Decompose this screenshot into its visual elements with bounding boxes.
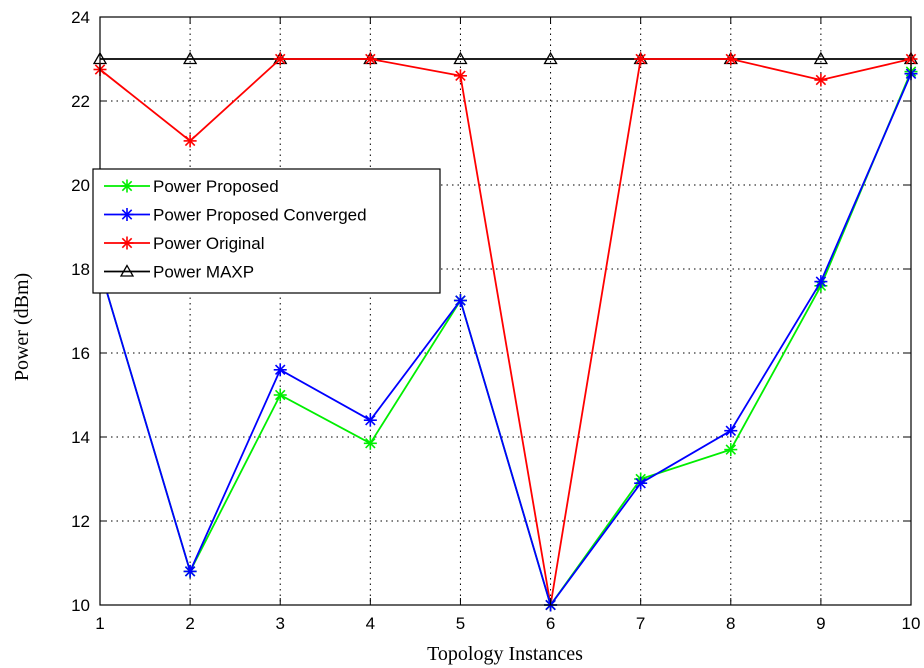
data-point <box>634 476 648 490</box>
x-tick-label: 9 <box>816 614 825 633</box>
legend-marker <box>120 208 134 221</box>
data-point <box>453 69 467 83</box>
y-axis-title: Power (dBm) <box>11 273 33 381</box>
data-point <box>273 52 287 66</box>
legend-marker <box>120 179 134 193</box>
x-tick-label: 8 <box>726 614 735 633</box>
series-line <box>99 58 912 606</box>
x-tick-label: 7 <box>636 614 645 633</box>
data-point <box>363 52 377 66</box>
y-tick-label: 14 <box>71 428 90 447</box>
data-point <box>634 52 648 66</box>
data-point <box>724 443 738 457</box>
x-tick-label: 10 <box>902 614 921 633</box>
series-power-maxp <box>92 51 919 65</box>
legend-item: Power Proposed Converged <box>104 206 367 225</box>
x-tick-label: 5 <box>456 614 465 633</box>
series-power-original <box>93 52 918 612</box>
y-tick-label: 18 <box>71 260 90 279</box>
legend-label: Power MAXP <box>153 263 254 282</box>
data-point <box>453 51 468 65</box>
x-tick-label: 2 <box>185 614 194 633</box>
data-point <box>273 388 287 402</box>
x-axis-title: Topology Instances <box>427 643 583 665</box>
y-tick-label: 16 <box>71 344 90 363</box>
legend: Power Proposed Power Proposed Converged Po… <box>92 168 441 294</box>
data-point <box>363 436 377 450</box>
y-tick-label: 12 <box>71 512 90 531</box>
legend-label: Power Proposed <box>153 177 279 196</box>
data-point <box>813 51 829 65</box>
x-tick-label: 3 <box>275 614 284 633</box>
x-tick-label: 6 <box>546 614 555 633</box>
data-point <box>724 424 738 438</box>
data-point <box>814 275 828 289</box>
legend-marker <box>120 236 134 250</box>
plot-area-frame <box>99 16 912 606</box>
data-point <box>724 52 738 66</box>
legend-item: Power Proposed <box>104 177 279 196</box>
y-tick-label: 24 <box>71 8 90 27</box>
legend-label: Power Proposed Converged <box>153 206 367 225</box>
data-point <box>814 73 828 87</box>
series-line <box>99 73 912 607</box>
legend-item: Power MAXP <box>104 263 254 282</box>
data-point <box>182 51 198 65</box>
data-point <box>543 51 558 65</box>
data-point <box>183 134 197 148</box>
legend-box <box>92 168 441 294</box>
legend-label: Power Original <box>153 234 265 253</box>
y-tick-label: 20 <box>71 176 90 195</box>
legend-item: Power Original <box>104 234 265 253</box>
x-tick-label: 1 <box>95 614 104 633</box>
data-point <box>183 564 197 578</box>
legend-marker <box>119 264 135 277</box>
y-tick-label: 10 <box>71 596 90 615</box>
series-group <box>92 51 919 612</box>
grid-lines <box>100 17 911 605</box>
y-tick-label: 22 <box>71 92 90 111</box>
data-point <box>273 363 287 377</box>
data-point <box>453 294 467 307</box>
data-point <box>363 413 377 427</box>
x-tick-label: 4 <box>366 614 375 633</box>
